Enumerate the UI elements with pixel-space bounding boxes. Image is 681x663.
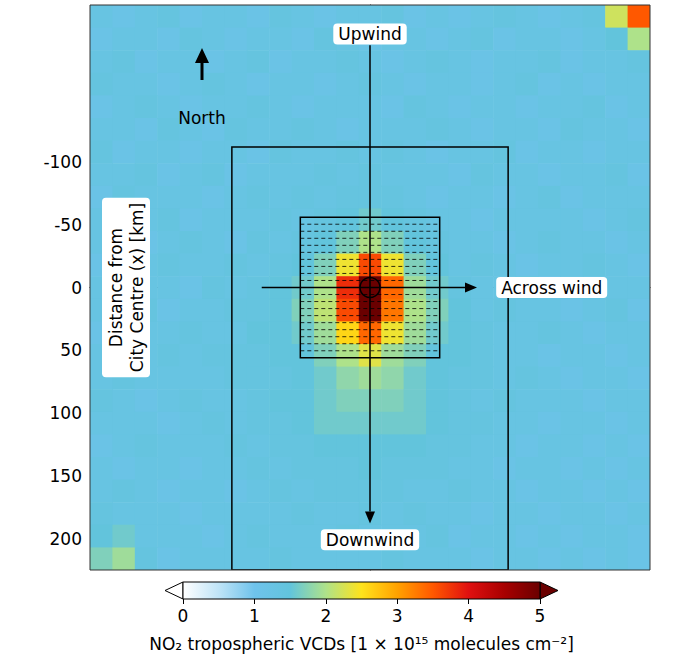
svg-text:100: 100 xyxy=(50,403,82,423)
svg-text:Upwind: Upwind xyxy=(338,24,401,44)
svg-text:Across wind: Across wind xyxy=(501,278,602,298)
svg-text:Downwind: Downwind xyxy=(326,530,414,550)
svg-text:3: 3 xyxy=(392,606,403,626)
svg-text:-100: -100 xyxy=(43,152,82,172)
svg-text:4: 4 xyxy=(463,606,474,626)
svg-text:Distance from: Distance from xyxy=(106,228,126,347)
svg-text:50: 50 xyxy=(60,340,82,360)
svg-text:5: 5 xyxy=(535,606,546,626)
svg-text:City Centre (x) [km]: City Centre (x) [km] xyxy=(127,203,147,372)
svg-text:North: North xyxy=(178,108,226,128)
svg-text:2: 2 xyxy=(320,606,331,626)
svg-text:1: 1 xyxy=(249,606,260,626)
svg-text:200: 200 xyxy=(50,529,82,549)
svg-text:-50: -50 xyxy=(54,215,82,235)
svg-text:150: 150 xyxy=(50,466,82,486)
svg-text:0: 0 xyxy=(178,606,189,626)
svg-text:NO₂ tropospheric VCDs [1 × 10¹: NO₂ tropospheric VCDs [1 × 10¹⁵ molecule… xyxy=(149,634,574,654)
svg-text:0: 0 xyxy=(71,278,82,298)
